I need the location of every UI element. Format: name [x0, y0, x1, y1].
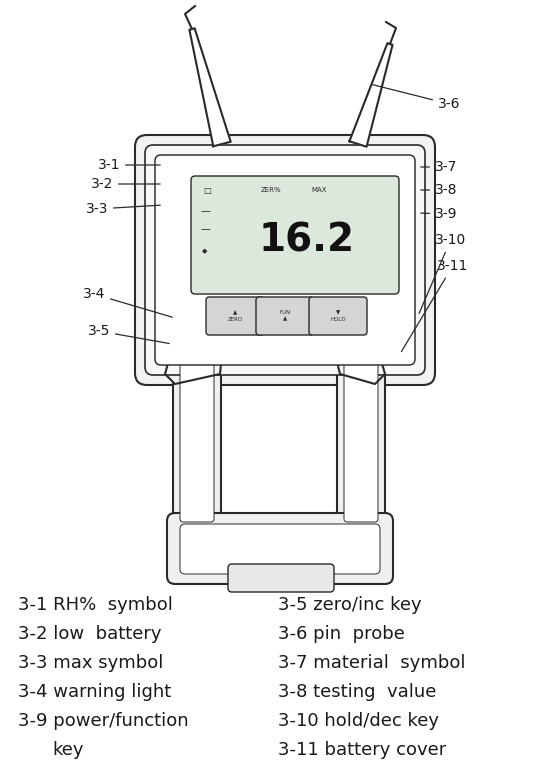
FancyBboxPatch shape [191, 176, 399, 294]
Text: 3-9 power/function: 3-9 power/function [18, 712, 189, 730]
Text: 3-11: 3-11 [402, 259, 469, 351]
Text: □: □ [203, 186, 211, 194]
Text: 3-5: 3-5 [87, 324, 169, 343]
Text: 3-2 low  battery: 3-2 low battery [18, 625, 162, 643]
FancyBboxPatch shape [256, 297, 314, 335]
Text: 3-7: 3-7 [421, 160, 458, 174]
FancyBboxPatch shape [145, 145, 425, 375]
Text: 3-4: 3-4 [82, 287, 172, 318]
Text: 3-6: 3-6 [373, 85, 460, 111]
Text: —: — [200, 206, 210, 216]
Text: 3-3: 3-3 [86, 202, 160, 216]
FancyBboxPatch shape [309, 297, 367, 335]
FancyBboxPatch shape [228, 564, 334, 592]
Text: ◆: ◆ [202, 249, 208, 255]
Text: 3-3 max symbol: 3-3 max symbol [18, 654, 163, 672]
Text: key: key [52, 741, 84, 759]
FancyBboxPatch shape [173, 344, 221, 529]
Text: 16.2: 16.2 [259, 222, 355, 260]
Polygon shape [165, 344, 222, 384]
Text: 3-10: 3-10 [419, 233, 466, 314]
Polygon shape [335, 344, 385, 384]
FancyBboxPatch shape [167, 513, 393, 584]
FancyBboxPatch shape [180, 524, 380, 574]
FancyBboxPatch shape [206, 297, 264, 335]
FancyBboxPatch shape [135, 135, 435, 385]
Text: 3-8: 3-8 [421, 183, 458, 197]
FancyBboxPatch shape [155, 155, 415, 365]
Text: 3-8 testing  value: 3-8 testing value [278, 683, 436, 701]
Text: 3-5 zero/inc key: 3-5 zero/inc key [278, 596, 422, 614]
Text: ▼
HOLD: ▼ HOLD [330, 310, 346, 321]
Text: 3-2: 3-2 [91, 177, 160, 191]
Text: MAX: MAX [311, 187, 327, 193]
Text: 3-9: 3-9 [421, 207, 458, 221]
FancyBboxPatch shape [344, 351, 378, 522]
Text: ▲
ZERO: ▲ ZERO [228, 310, 243, 321]
Text: 3-7 material  symbol: 3-7 material symbol [278, 654, 465, 672]
Text: ZER%: ZER% [261, 187, 281, 193]
Text: 3-1 RH%  symbol: 3-1 RH% symbol [18, 596, 173, 614]
Text: 3-1: 3-1 [97, 158, 160, 172]
Text: 3-6 pin  probe: 3-6 pin probe [278, 625, 405, 643]
FancyBboxPatch shape [337, 344, 385, 529]
Text: 3-10 hold/dec key: 3-10 hold/dec key [278, 712, 439, 730]
FancyBboxPatch shape [180, 351, 214, 522]
Text: 3-11 battery cover: 3-11 battery cover [278, 741, 446, 759]
Polygon shape [349, 43, 393, 147]
Text: —: — [200, 224, 210, 234]
Text: 3-4 warning light: 3-4 warning light [18, 683, 171, 701]
Polygon shape [189, 28, 230, 147]
Text: FUN
▲: FUN ▲ [279, 310, 290, 321]
